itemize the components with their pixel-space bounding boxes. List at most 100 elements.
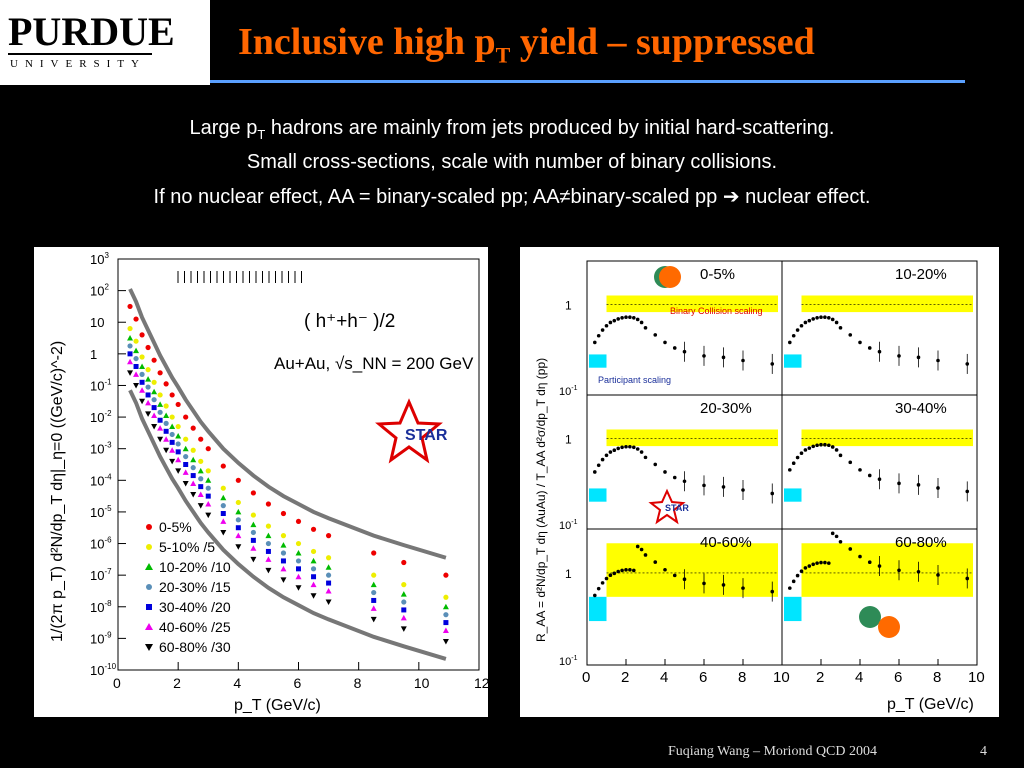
raa-point — [848, 333, 853, 337]
data-point — [175, 401, 181, 408]
y-axis-label: 1/(2π p_T) d²N/dp_T dη|_η=0 ((GeV/c)^-2) — [49, 341, 66, 642]
raa-point — [815, 443, 819, 448]
data-point — [250, 545, 257, 551]
raa-point — [877, 349, 882, 354]
data-point — [163, 420, 169, 426]
legend-marker — [146, 524, 152, 530]
data-point — [250, 537, 256, 543]
raa-point — [608, 573, 613, 577]
data-point — [197, 503, 204, 509]
data-point — [169, 431, 175, 438]
data-point — [157, 370, 163, 376]
centrality-label: 30-40% — [895, 400, 947, 417]
raa-point — [616, 446, 620, 451]
data-point — [198, 436, 204, 442]
data-point — [250, 556, 257, 563]
data-point — [127, 303, 133, 310]
raa-point — [620, 445, 624, 450]
lower-envelope-line — [128, 389, 447, 661]
data-point — [190, 473, 196, 479]
centrality-label: 40-60% — [700, 534, 752, 551]
data-point — [190, 465, 196, 471]
data-point — [220, 494, 227, 501]
raa-point — [830, 317, 835, 322]
data-point — [145, 399, 152, 406]
data-point — [371, 589, 377, 596]
raa-point — [593, 593, 597, 598]
raa-point — [620, 315, 624, 320]
line1-post: hadrons are mainly from jets produced by… — [265, 117, 835, 139]
raa-point — [916, 569, 921, 574]
y-tick-label: 1 — [90, 347, 97, 362]
y-tick-label: 10-7 — [90, 567, 112, 583]
raa-point — [653, 462, 658, 467]
raa-point — [600, 581, 605, 585]
y-tick-label: 10-1 — [90, 377, 112, 393]
data-point — [296, 566, 301, 572]
binary-scaling-band — [801, 543, 973, 597]
spectra-svg: 0 2 4 6 8 10 1210310210110-110-210-310-410-510… — [49, 251, 490, 714]
raa-point — [600, 328, 605, 332]
title-text-end: yield – suppressed — [510, 21, 815, 63]
data-point — [325, 587, 332, 594]
data-point — [235, 499, 241, 506]
raa-point — [811, 562, 815, 567]
series-1 — [127, 325, 449, 600]
data-point — [325, 533, 332, 539]
raa-point — [639, 547, 644, 552]
legend-label: 5-10% /5 — [159, 539, 215, 555]
data-point — [163, 381, 169, 387]
data-point — [175, 468, 182, 474]
data-point — [157, 392, 163, 398]
line1-sub: T — [257, 127, 266, 142]
legend-marker — [146, 604, 152, 610]
legend: 0-5% 5-10% /5 10-20% /10 20-30% /15 30-40% /… — [145, 519, 231, 655]
system-annotation: Au+Au, √s_NN = 200 GeV — [274, 354, 474, 373]
raa-point — [803, 448, 808, 452]
raa-point — [811, 317, 815, 321]
data-point — [370, 581, 377, 588]
binary-scaling-band — [801, 429, 973, 447]
data-point — [325, 564, 332, 570]
raa-point — [672, 346, 677, 350]
legend-label: 30-40% /20 — [159, 599, 231, 615]
data-point — [145, 384, 151, 390]
x-tick-label: 2 — [816, 669, 824, 686]
raa-point — [653, 560, 658, 564]
data-point — [401, 559, 407, 566]
data-point — [250, 490, 256, 496]
data-point — [400, 591, 407, 597]
data-point — [139, 363, 146, 369]
raa-point — [858, 468, 862, 472]
data-point — [169, 423, 176, 430]
x-tick-label: 8 — [738, 669, 746, 686]
raa-point — [593, 340, 597, 345]
text-line-2: Small cross-sections, scale with number … — [246, 151, 778, 173]
data-point — [133, 355, 139, 362]
data-point — [205, 485, 211, 491]
raa-point — [596, 463, 601, 468]
data-point — [311, 574, 317, 580]
raa-point — [936, 573, 940, 577]
raa-x-axis-label: p_T (GeV/c) — [887, 696, 974, 713]
data-point — [139, 398, 146, 405]
raa-point — [823, 442, 827, 447]
data-point — [235, 544, 242, 550]
y-tick-label: 102 — [90, 283, 109, 299]
upper-envelope-line — [128, 288, 447, 560]
data-point — [280, 558, 286, 564]
raa-point — [803, 320, 808, 325]
data-point — [265, 523, 272, 529]
raa-point — [721, 485, 726, 489]
centrality-label: 20-30% — [700, 400, 752, 417]
data-point — [183, 414, 189, 420]
data-point — [295, 573, 302, 580]
panel-frame — [781, 528, 978, 666]
raa-point — [770, 491, 775, 496]
spectra-chart: 0 2 4 6 8 10 12 103 102 10 1 10-1 10-2 10-3 10-4 10-5 10… — [34, 247, 490, 717]
data-point — [295, 518, 302, 525]
raa-point — [936, 486, 940, 490]
x-tick-label: 10 — [968, 669, 985, 686]
title-subscript: T — [495, 42, 511, 68]
raa-point — [672, 573, 677, 578]
